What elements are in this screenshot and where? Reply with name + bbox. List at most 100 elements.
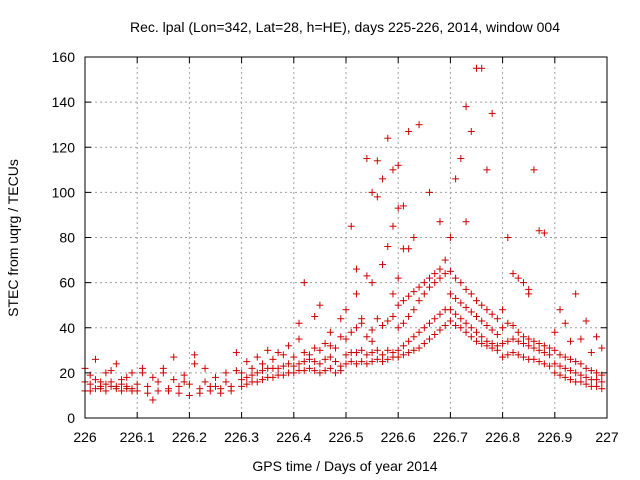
- data-point: [478, 333, 486, 341]
- data-point: [399, 245, 407, 253]
- data-point: [546, 344, 554, 352]
- data-point: [593, 333, 601, 341]
- data-point: [253, 369, 261, 377]
- data-point: [457, 299, 465, 307]
- data-point: [420, 340, 428, 348]
- data-point: [441, 270, 449, 278]
- data-point: [379, 351, 387, 359]
- data-point: [352, 265, 360, 273]
- data-point: [452, 321, 460, 329]
- data-point: [436, 326, 444, 334]
- data-point: [269, 373, 277, 381]
- data-point: [525, 335, 533, 343]
- y-tick-label: 40: [59, 320, 75, 336]
- data-point: [405, 312, 413, 320]
- data-point: [488, 340, 496, 348]
- data-point: [514, 328, 522, 336]
- data-point: [509, 335, 517, 343]
- y-axis-label: STEC from uqrg / TECUs: [5, 159, 21, 317]
- data-point: [394, 161, 402, 169]
- data-point: [582, 317, 590, 325]
- data-point: [295, 335, 303, 343]
- data-point: [389, 349, 397, 357]
- data-point: [373, 355, 381, 363]
- data-point: [384, 317, 392, 325]
- data-point: [478, 64, 486, 72]
- data-point: [300, 279, 308, 287]
- data-point: [446, 234, 454, 241]
- data-point: [504, 234, 512, 241]
- data-point: [572, 358, 580, 366]
- data-point: [399, 351, 407, 359]
- data-point: [337, 315, 345, 323]
- data-point: [201, 364, 209, 372]
- data-point: [321, 340, 329, 348]
- data-point: [488, 310, 496, 318]
- data-point: [102, 380, 110, 388]
- data-point: [295, 319, 303, 327]
- data-point: [373, 193, 381, 201]
- data-point: [379, 358, 387, 366]
- data-point: [248, 364, 256, 372]
- data-point: [452, 274, 460, 282]
- data-point: [201, 378, 209, 386]
- data-point: [123, 382, 131, 390]
- data-point: [426, 335, 434, 343]
- data-point: [107, 378, 115, 386]
- x-axis-label: GPS time / Days of year 2014: [252, 458, 437, 474]
- data-point: [86, 380, 94, 388]
- grid-lines: [85, 57, 607, 418]
- data-point: [389, 312, 397, 320]
- data-point: [473, 297, 480, 305]
- x-tick-labels: 226 226.1 226.2 226.3 226.4 226.5 226.6 226.7 22…: [73, 429, 619, 445]
- data-point: [144, 389, 152, 397]
- data-point: [102, 369, 110, 377]
- data-point: [493, 331, 501, 339]
- data-point: [551, 360, 559, 368]
- x-tick-label: 226.7: [433, 429, 468, 445]
- data-point: [577, 360, 585, 368]
- data-point: [290, 369, 298, 377]
- data-point: [504, 319, 512, 327]
- data-point: [499, 306, 507, 314]
- data-point: [525, 342, 533, 350]
- data-point: [462, 103, 470, 111]
- data-point: [363, 155, 371, 163]
- data-point: [368, 326, 376, 334]
- data-point: [399, 297, 407, 305]
- data-point: [358, 346, 366, 354]
- data-point: [598, 385, 606, 393]
- data-point: [379, 321, 387, 329]
- data-point: [368, 279, 376, 287]
- data-point: [368, 349, 376, 357]
- data-point: [577, 335, 585, 343]
- data-point: [170, 353, 178, 361]
- x-tick-label: 226.6: [381, 429, 416, 445]
- data-point: [566, 367, 574, 375]
- data-point: [394, 353, 402, 361]
- data-point: [551, 369, 559, 377]
- data-point: [446, 267, 454, 275]
- data-point: [462, 303, 470, 311]
- data-point: [389, 290, 397, 298]
- data-point: [499, 353, 507, 361]
- data-point: [112, 382, 120, 390]
- data-point: [452, 310, 460, 318]
- data-point: [572, 369, 580, 377]
- data-point: [118, 376, 126, 384]
- data-point: [384, 243, 392, 251]
- data-point: [290, 353, 298, 361]
- data-point: [258, 360, 266, 368]
- data-point: [358, 315, 366, 323]
- data-point: [593, 369, 601, 377]
- data-point: [285, 342, 293, 350]
- data-point: [373, 315, 381, 323]
- data-point: [519, 340, 527, 348]
- data-point: [457, 315, 465, 323]
- data-point: [269, 355, 277, 363]
- data-point: [394, 301, 402, 309]
- data-point: [238, 382, 246, 390]
- data-point: [379, 261, 387, 269]
- data-point: [593, 382, 601, 390]
- data-point: [243, 380, 251, 388]
